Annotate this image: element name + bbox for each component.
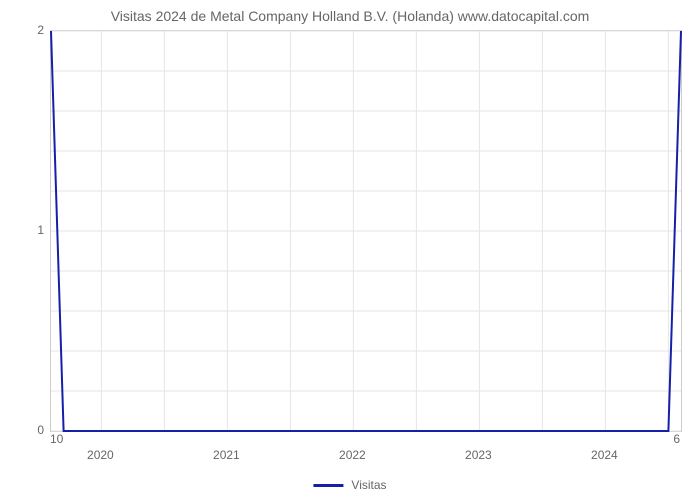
grid-and-line: [51, 31, 681, 431]
chart-container: Visitas 2024 de Metal Company Holland B.…: [0, 0, 700, 500]
legend-swatch: [313, 484, 343, 487]
chart-title: Visitas 2024 de Metal Company Holland B.…: [0, 0, 700, 28]
x-tick-label: 2023: [465, 448, 492, 462]
x-tick-label: 2024: [591, 448, 618, 462]
extra-label-left: 10: [50, 432, 63, 446]
x-tick-label: 2020: [87, 448, 114, 462]
x-tick-label: 2022: [339, 448, 366, 462]
y-tick-label: 0: [37, 423, 44, 437]
legend: Visitas: [313, 478, 386, 492]
y-tick-label: 2: [37, 23, 44, 37]
y-tick-label: 1: [37, 223, 44, 237]
x-tick-label: 2021: [213, 448, 240, 462]
plot-area: [50, 30, 682, 432]
extra-label-right: 6: [673, 432, 680, 446]
legend-label: Visitas: [351, 478, 386, 492]
